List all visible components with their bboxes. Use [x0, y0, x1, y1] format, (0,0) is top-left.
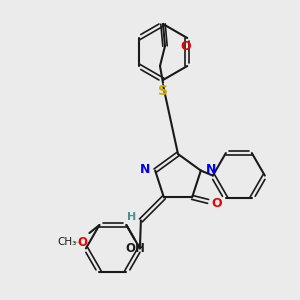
- Text: N: N: [140, 163, 150, 176]
- Text: CH₃: CH₃: [57, 237, 76, 247]
- Text: OH: OH: [125, 242, 145, 255]
- Text: methoxy: methoxy: [74, 242, 80, 243]
- Text: S: S: [158, 84, 168, 98]
- Text: O: O: [211, 197, 222, 210]
- Text: O: O: [180, 40, 190, 52]
- Text: H: H: [127, 212, 136, 222]
- Text: N: N: [206, 163, 216, 176]
- Text: O: O: [77, 236, 87, 249]
